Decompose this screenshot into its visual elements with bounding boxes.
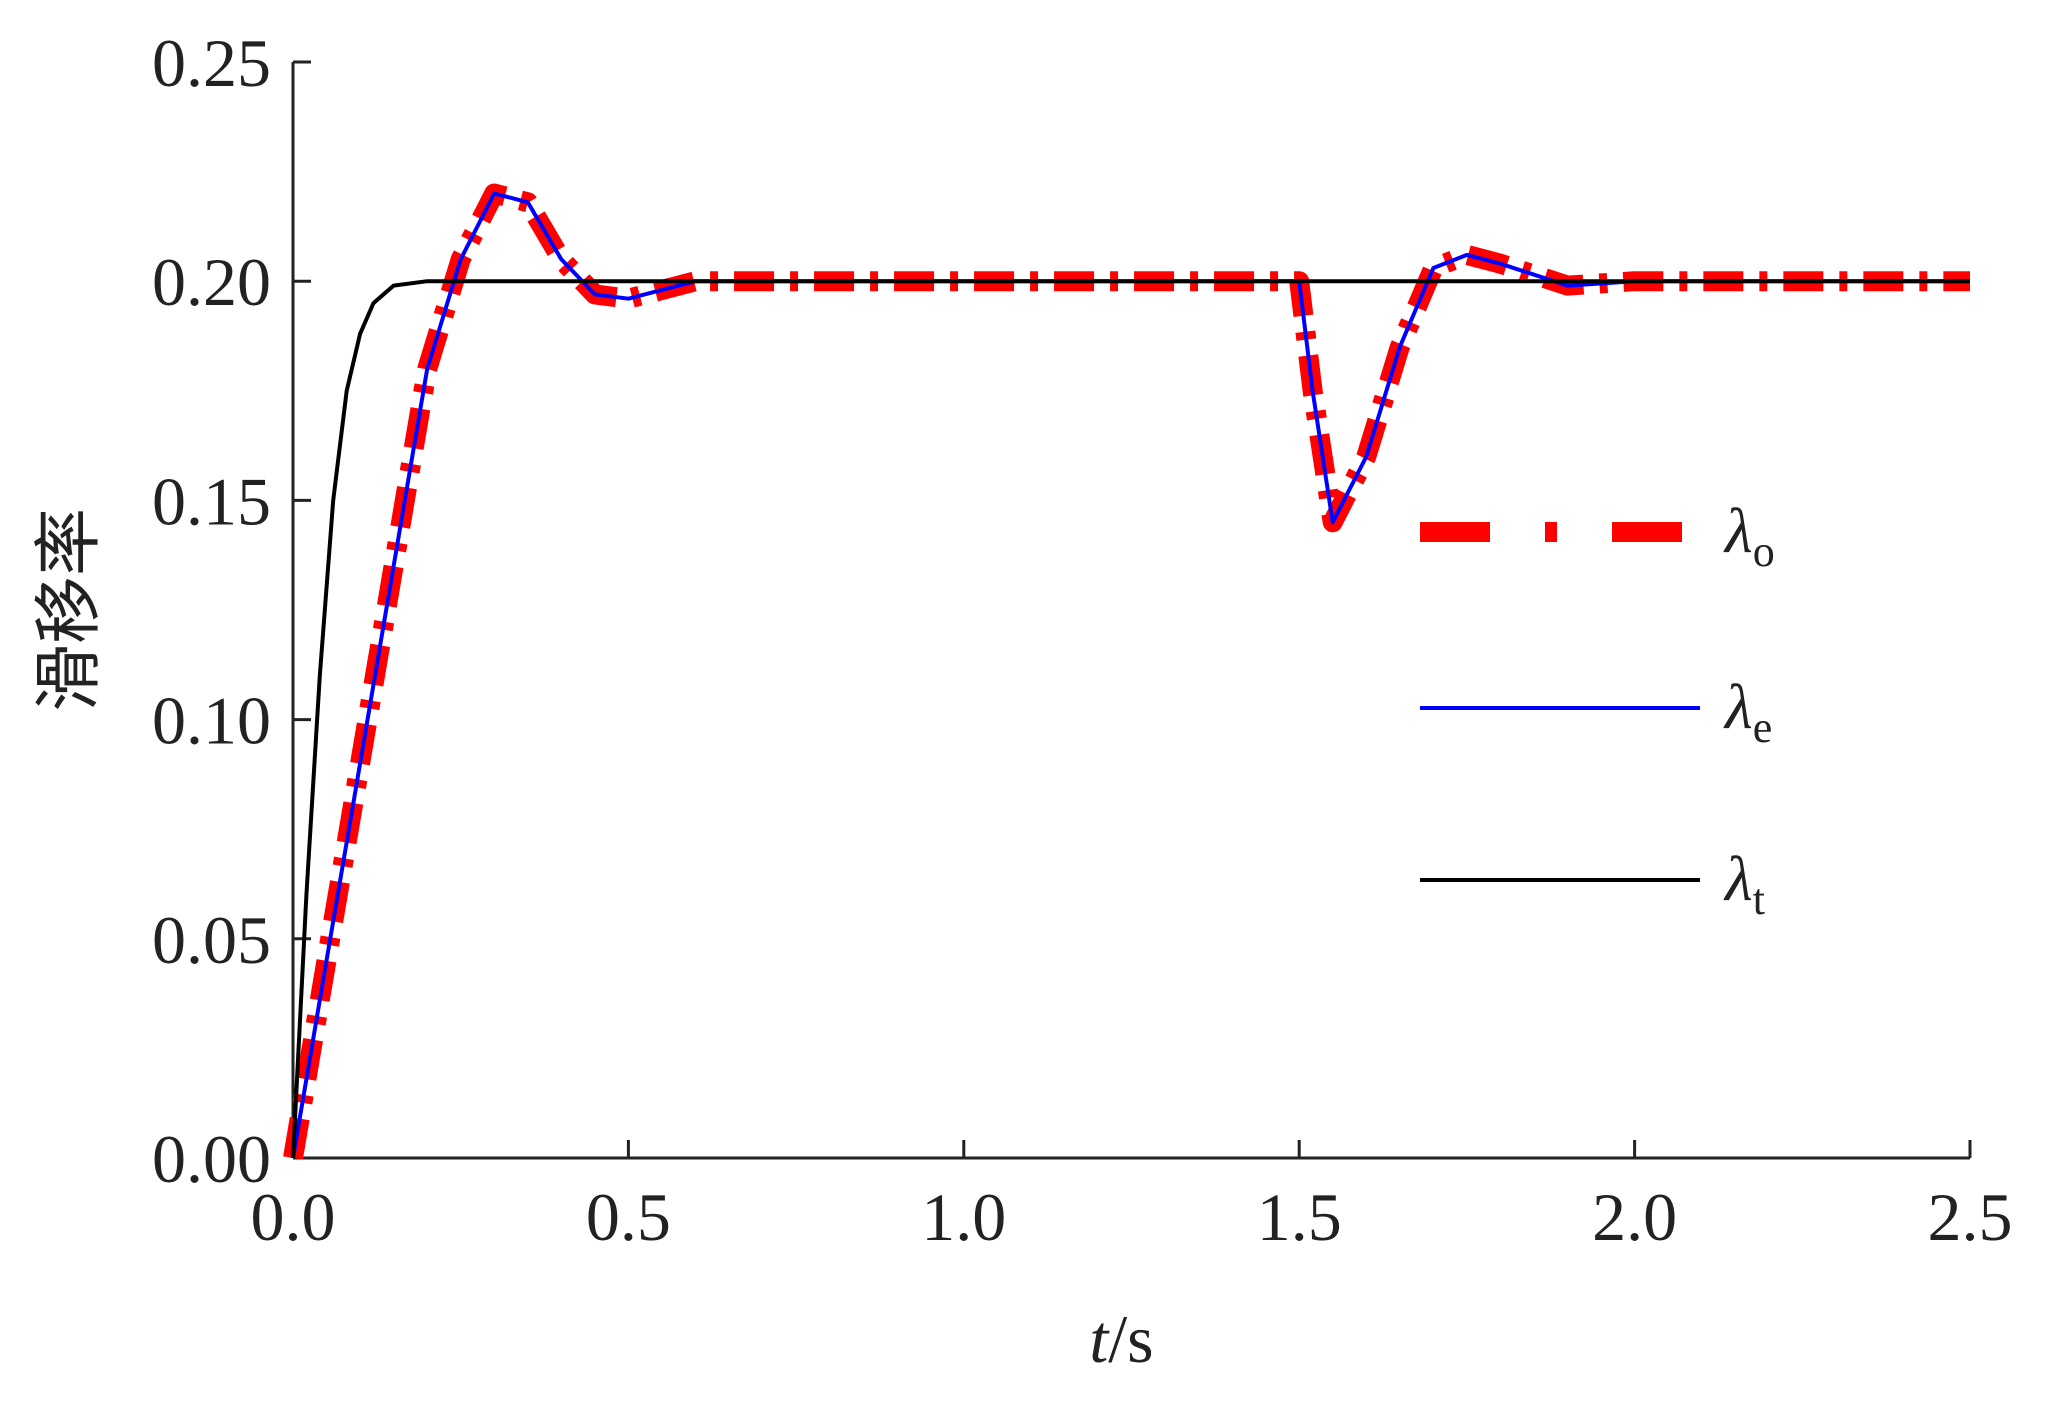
series-line-t	[291, 279, 1970, 1159]
series-layer	[283, 183, 1970, 1160]
x-tick-label: 0.5	[586, 1179, 671, 1255]
axes: 0.00 0.05 0.10 0.15 0.20 0.25 0.0 0.5 1.0 1.5 2.0 2…	[152, 25, 2013, 1255]
x-tick-label: 0.0	[251, 1179, 336, 1255]
x-tick-label: 1.5	[1257, 1179, 1342, 1255]
legend-label-o: λo	[1723, 495, 1775, 576]
y-tick-label: 0.15	[152, 463, 271, 539]
y-tick-label: 0.10	[152, 683, 271, 759]
legend-label-e: λe	[1723, 671, 1772, 752]
x-axis-title: t/s	[1089, 1301, 1153, 1377]
series-line-e	[291, 191, 1970, 1159]
x-tick-label: 2.5	[1928, 1179, 2013, 1255]
y-tick-label: 0.00	[152, 1121, 271, 1197]
legend-subscript: t	[1753, 875, 1765, 924]
x-axis-title-italic: t	[1089, 1301, 1110, 1377]
series-line-o	[283, 183, 1970, 1160]
x-axis-title-unit: /s	[1108, 1301, 1153, 1377]
legend-symbol: λ	[1723, 495, 1753, 566]
legend-label-t: λt	[1723, 843, 1765, 924]
legend-subscript: e	[1753, 703, 1773, 752]
y-axis-title: 滑移率	[31, 508, 107, 712]
x-tick-label: 1.0	[921, 1179, 1006, 1255]
legend-symbol: λ	[1723, 671, 1753, 742]
legend-subscript: o	[1753, 527, 1775, 576]
y-tick-label: 0.20	[152, 244, 271, 320]
legend-symbol: λ	[1723, 843, 1753, 914]
y-tick-label: 0.25	[152, 25, 271, 101]
y-tick-label: 0.05	[152, 902, 271, 978]
x-tick-label: 2.0	[1592, 1179, 1677, 1255]
